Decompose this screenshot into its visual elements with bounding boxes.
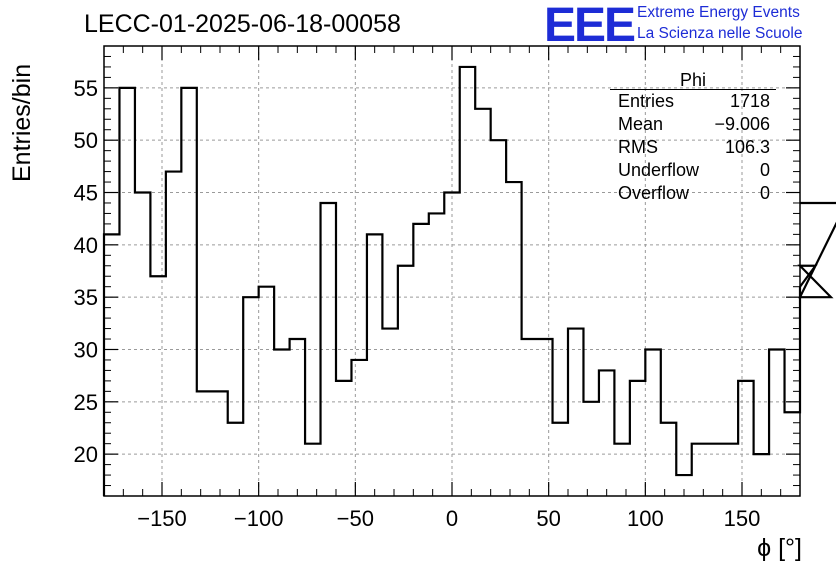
stats-label: Overflow (618, 183, 690, 203)
stats-label: Underflow (618, 160, 700, 180)
histogram-bin (321, 203, 336, 496)
y-axis-label: Entries/bin (8, 63, 36, 182)
x-tick-label: 0 (446, 506, 458, 531)
grid-lines (104, 46, 800, 496)
eee-logo-line1: Extreme Energy Events (637, 4, 800, 21)
histogram-bin (135, 193, 150, 496)
stats-label: Entries (618, 91, 675, 111)
x-tick-label: −100 (234, 506, 284, 531)
histogram-bin (537, 339, 552, 496)
stats-label: Mean (618, 114, 664, 134)
stats-value: 1718 (729, 91, 770, 111)
histogram-bin (150, 276, 165, 496)
histogram-bin (274, 349, 289, 496)
histogram-bin (197, 391, 212, 496)
histogram-bin (413, 224, 428, 496)
histogram-bin (475, 109, 490, 496)
histogram-bin (491, 140, 506, 496)
stats-value: 106.3 (724, 137, 770, 157)
histogram-bin (661, 423, 676, 496)
histogram-bin (723, 444, 738, 496)
axes: −150 −100 −50 0 50 100 150 20 25 30 35 40 45 50 55 (74, 45, 801, 531)
stats-value: −9.006 (714, 114, 770, 134)
histogram-bin (119, 88, 134, 496)
x-tick-label: −150 (137, 506, 187, 531)
x-tick-label: 100 (627, 506, 664, 531)
stats-label: RMS (618, 137, 658, 157)
x-tick-label: 150 (724, 506, 761, 531)
histogram-bin (599, 370, 614, 496)
y-tick-label: 50 (74, 128, 98, 153)
histogram-bin (692, 444, 707, 496)
histogram-bars (102, 65, 836, 496)
histogram-bin (398, 266, 413, 496)
histogram-bin (738, 381, 753, 496)
histogram-bin (630, 381, 645, 496)
histogram-bin (645, 349, 660, 496)
y-tick-label: 45 (74, 181, 98, 206)
histogram-bin (305, 444, 320, 496)
histogram-bin (351, 360, 366, 496)
histogram-bin (568, 329, 583, 496)
stats-row-rms: RMS 106.3 (610, 136, 776, 159)
stats-box: Phi Entries 1718 Mean −9.006 RMS 106.3 U… (610, 71, 776, 205)
eee-logo-line2: La Scienza nelle Scuole (637, 25, 803, 42)
chart-title: LECC-01-2025-06-18-00058 (84, 10, 401, 38)
stats-value: 0 (759, 183, 770, 203)
histogram-bin (212, 391, 227, 496)
histogram-bin (104, 234, 119, 496)
histogram-bin (506, 182, 521, 496)
histogram-bin (614, 444, 629, 496)
stats-value: 0 (759, 160, 770, 180)
histogram-bin (243, 297, 258, 496)
histogram-bin (707, 444, 722, 496)
y-tick-label: 40 (74, 233, 98, 258)
histogram-bin (367, 234, 382, 496)
stats-row-entries: Entries 1718 (610, 90, 776, 113)
histogram-bin (382, 329, 397, 496)
histogram-bin (181, 88, 196, 496)
x-tick-label: 50 (536, 506, 560, 531)
histogram-bin (553, 423, 568, 496)
y-tick-label: 30 (74, 337, 98, 362)
y-tick-label: 55 (74, 76, 98, 101)
histogram-bin (166, 172, 181, 496)
y-tick-label: 35 (74, 285, 98, 310)
histogram-bin (460, 67, 475, 496)
histogram-bin (290, 339, 305, 496)
stats-row-overflow: Overflow 0 (610, 182, 776, 205)
x-axis-label: ϕ [°] (757, 534, 802, 562)
stats-row-underflow: Underflow 0 (610, 159, 776, 182)
histogram-bin (429, 213, 444, 496)
histogram-bin (769, 349, 784, 496)
histogram-bin (259, 287, 274, 496)
histogram-bin (336, 381, 351, 496)
histogram-outline (102, 65, 836, 496)
y-tick-label: 25 (74, 390, 98, 415)
x-tick-label: −50 (337, 506, 374, 531)
histogram-bin (583, 402, 598, 496)
histogram-bin (522, 339, 537, 496)
y-tick-label: 20 (74, 442, 98, 467)
histogram-bin (228, 423, 243, 496)
stats-row-mean: Mean −9.006 (610, 113, 776, 136)
stats-title: Phi (610, 71, 776, 90)
histogram-bin (444, 193, 459, 496)
eee-logo: EEE (544, 0, 636, 52)
